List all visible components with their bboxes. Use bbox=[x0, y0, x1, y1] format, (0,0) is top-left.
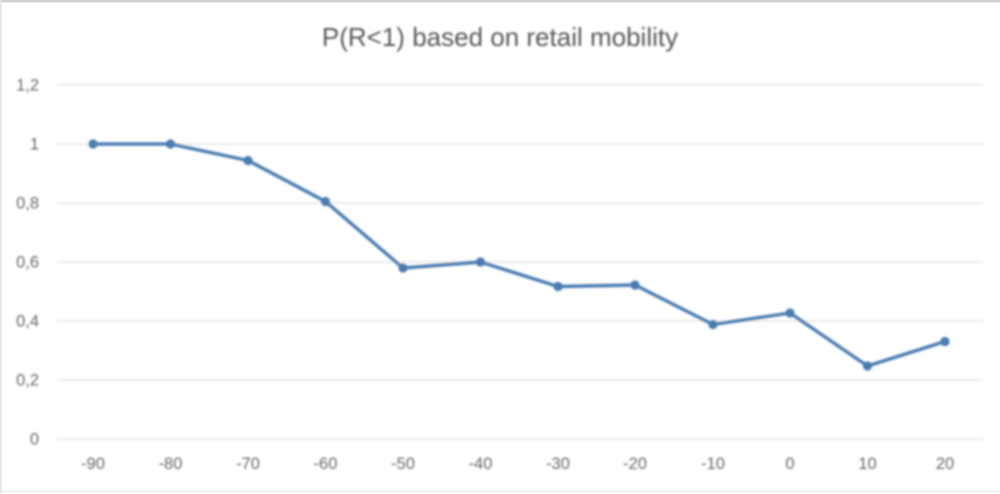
svg-text:-10: -10 bbox=[701, 455, 725, 473]
svg-text:0,4: 0,4 bbox=[16, 313, 39, 331]
svg-text:20: 20 bbox=[936, 455, 954, 473]
svg-text:-30: -30 bbox=[546, 455, 570, 473]
svg-text:-60: -60 bbox=[314, 455, 338, 473]
svg-text:-50: -50 bbox=[391, 455, 415, 473]
svg-text:P(R<1) based on retail mobilit: P(R<1) based on retail mobility bbox=[322, 22, 678, 52]
svg-text:0,8: 0,8 bbox=[16, 195, 39, 213]
svg-text:-40: -40 bbox=[469, 455, 493, 473]
svg-text:0: 0 bbox=[30, 431, 39, 449]
svg-text:1,2: 1,2 bbox=[16, 77, 39, 95]
svg-text:0: 0 bbox=[785, 455, 794, 473]
svg-text:0,2: 0,2 bbox=[16, 372, 39, 390]
svg-text:-90: -90 bbox=[81, 455, 105, 473]
svg-text:-20: -20 bbox=[623, 455, 647, 473]
svg-text:-70: -70 bbox=[236, 455, 260, 473]
svg-text:0,6: 0,6 bbox=[16, 254, 39, 272]
svg-text:-80: -80 bbox=[159, 455, 183, 473]
svg-text:1: 1 bbox=[30, 136, 39, 154]
svg-text:10: 10 bbox=[858, 455, 876, 473]
